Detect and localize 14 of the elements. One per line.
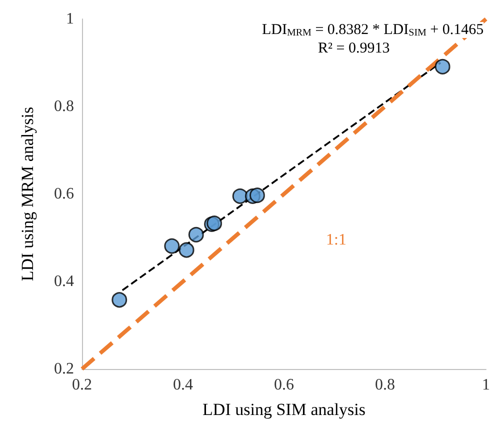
- x-tick-label: 0.4: [173, 376, 193, 394]
- x-axis-title: LDI using SIM analysis: [202, 400, 366, 419]
- y-tick-label: 0.8: [54, 98, 74, 115]
- y-axis-title: LDI using MRM analysis: [18, 106, 37, 282]
- x-tick-label: 0.6: [274, 376, 294, 394]
- x-tick-label: 0.8: [375, 376, 395, 394]
- annotation: R² = 0.9913: [318, 40, 390, 56]
- x-tick-label: 0.2: [72, 376, 92, 394]
- annotation: 1:1: [326, 232, 346, 248]
- y-tick-label: 1: [66, 10, 74, 28]
- y-tick-label: 0.4: [54, 273, 74, 290]
- y-tick-label: 0.6: [54, 186, 74, 202]
- x-tick-label: 1: [482, 376, 490, 394]
- y-tick-label: 0.2: [54, 360, 74, 378]
